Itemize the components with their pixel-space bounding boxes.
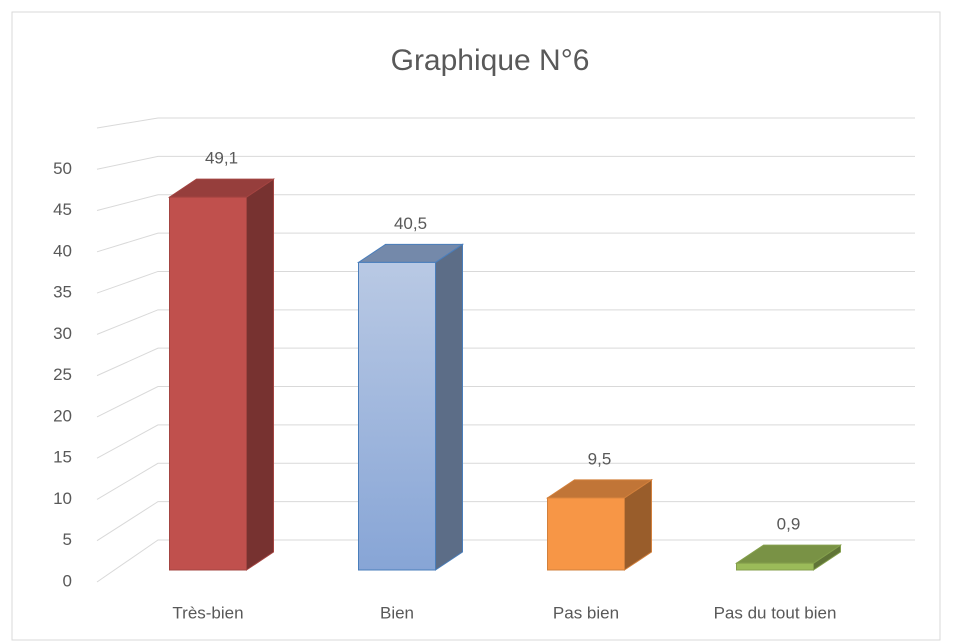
x-tick-label: Pas du tout bien <box>714 603 837 622</box>
x-tick-label: Bien <box>380 603 414 622</box>
value-label: 40,5 <box>394 214 427 233</box>
plot-area: 0 5 10 15 20 25 30 35 40 45 50 Très-bien 49,1 Bien 40,… <box>53 117 915 622</box>
grid-line <box>96 270 915 294</box>
grid-line <box>96 424 915 459</box>
grid-line <box>96 501 915 542</box>
y-tick-label: 40 <box>53 241 72 260</box>
value-label: 9,5 <box>588 449 612 468</box>
bar <box>736 562 814 571</box>
value-label: 0,9 <box>777 515 801 534</box>
bar <box>169 196 247 571</box>
x-tick-label: Pas bien <box>553 603 619 622</box>
bar <box>547 497 625 571</box>
grid-line <box>96 386 915 418</box>
grid-line <box>96 462 915 500</box>
y-tick-label: 25 <box>53 365 72 384</box>
wall-edge <box>96 117 915 129</box>
value-label: 49,1 <box>205 149 238 168</box>
bar <box>358 261 436 571</box>
y-tick-label: 5 <box>63 530 72 549</box>
grid-line <box>96 539 915 583</box>
bar-side <box>246 178 274 571</box>
grid-line <box>96 194 915 212</box>
x-tick-label: Très-bien <box>172 603 243 622</box>
y-tick-label: 35 <box>53 283 72 302</box>
grid-line <box>96 155 915 170</box>
grid-line <box>96 232 915 253</box>
y-tick-label: 0 <box>63 571 72 590</box>
y-tick-label: 10 <box>53 489 72 508</box>
y-tick-label: 45 <box>53 200 72 219</box>
chart-title: Graphique N°6 <box>391 44 590 77</box>
grid-line <box>96 309 915 335</box>
chart-frame <box>11 11 941 641</box>
y-tick-label: 20 <box>53 406 72 425</box>
bar-side <box>435 243 463 571</box>
y-tick-label: 50 <box>53 159 72 178</box>
y-tick-label: 30 <box>53 324 72 343</box>
y-tick-label: 15 <box>53 448 72 467</box>
grid-line <box>96 347 915 377</box>
